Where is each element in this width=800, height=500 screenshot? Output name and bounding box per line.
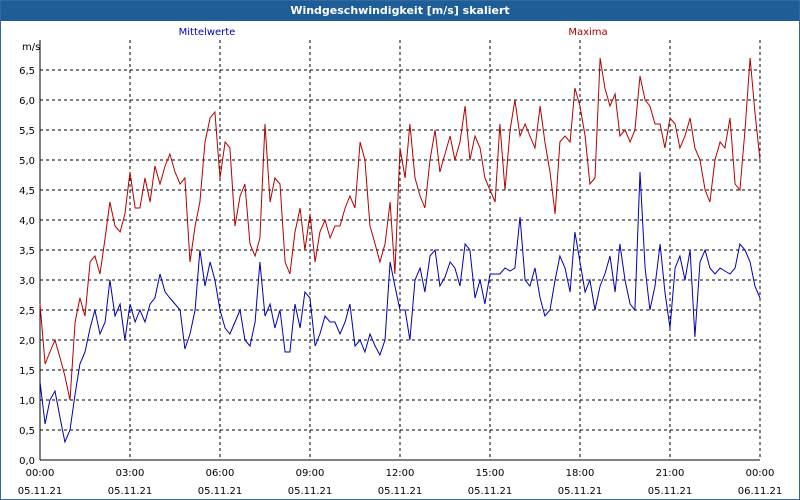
y-tick-label: 3,0 bbox=[19, 276, 35, 287]
x-tick-date: 06.11.21 bbox=[738, 486, 783, 497]
x-tick-date: 05.11.21 bbox=[648, 486, 693, 497]
legend-mittelwerte: Mittelwerte bbox=[179, 27, 236, 38]
y-tick-label: 3,5 bbox=[19, 246, 35, 257]
x-tick-date: 05.11.21 bbox=[288, 486, 333, 497]
y-tick-label: 4,0 bbox=[19, 216, 35, 227]
x-tick-date: 05.11.21 bbox=[558, 486, 603, 497]
y-tick-label: 2,0 bbox=[19, 336, 35, 347]
y-tick-label: 1,5 bbox=[19, 366, 35, 377]
x-tick-time: 06:00 bbox=[206, 468, 235, 479]
x-tick-time: 00:00 bbox=[26, 468, 55, 479]
y-tick-label: 1,0 bbox=[19, 396, 35, 407]
y-tick-label: 0,5 bbox=[19, 426, 35, 437]
x-tick-date: 05.11.21 bbox=[18, 486, 63, 497]
y-tick-label: 0,0 bbox=[19, 456, 35, 467]
y-tick-label: 6,0 bbox=[19, 96, 35, 107]
x-tick-date: 05.11.21 bbox=[108, 486, 153, 497]
legend-maxima: Maxima bbox=[568, 27, 607, 38]
x-tick-date: 05.11.21 bbox=[378, 486, 423, 497]
y-tick-label: 5,0 bbox=[19, 156, 35, 167]
series-line-mittelwerte bbox=[39, 171, 761, 444]
x-tick-time: 18:00 bbox=[566, 468, 595, 479]
series-line-maxima bbox=[39, 57, 761, 401]
x-tick-time: 03:00 bbox=[116, 468, 145, 479]
y-tick-label: 2,5 bbox=[19, 306, 35, 317]
x-tick-time: 15:00 bbox=[476, 468, 505, 479]
y-tick-label: 5,5 bbox=[19, 126, 35, 137]
grid-lines bbox=[40, 40, 761, 460]
chart-title: Windgeschwindigkeit [m/s] skaliert bbox=[1, 1, 799, 21]
y-tick-label: 6,5 bbox=[19, 66, 35, 77]
tick-labels: 0,0 0,5 1,0 1,5 2,0 2,5 3,0 3,5 4,0 4,5 5,0 5,5 6,0 6… bbox=[18, 66, 783, 497]
series-lines bbox=[39, 57, 761, 444]
x-tick-date: 05.11.21 bbox=[198, 486, 243, 497]
y-tick-label: 4,5 bbox=[19, 186, 35, 197]
x-tick-time: 09:00 bbox=[296, 468, 325, 479]
axes bbox=[39, 40, 760, 461]
x-tick-time: 12:00 bbox=[386, 468, 415, 479]
x-tick-date: 05.11.21 bbox=[468, 486, 513, 497]
x-tick-time: 00:00 bbox=[746, 468, 775, 479]
y-axis-unit: m/s bbox=[22, 42, 40, 53]
x-tick-time: 21:00 bbox=[656, 468, 685, 479]
